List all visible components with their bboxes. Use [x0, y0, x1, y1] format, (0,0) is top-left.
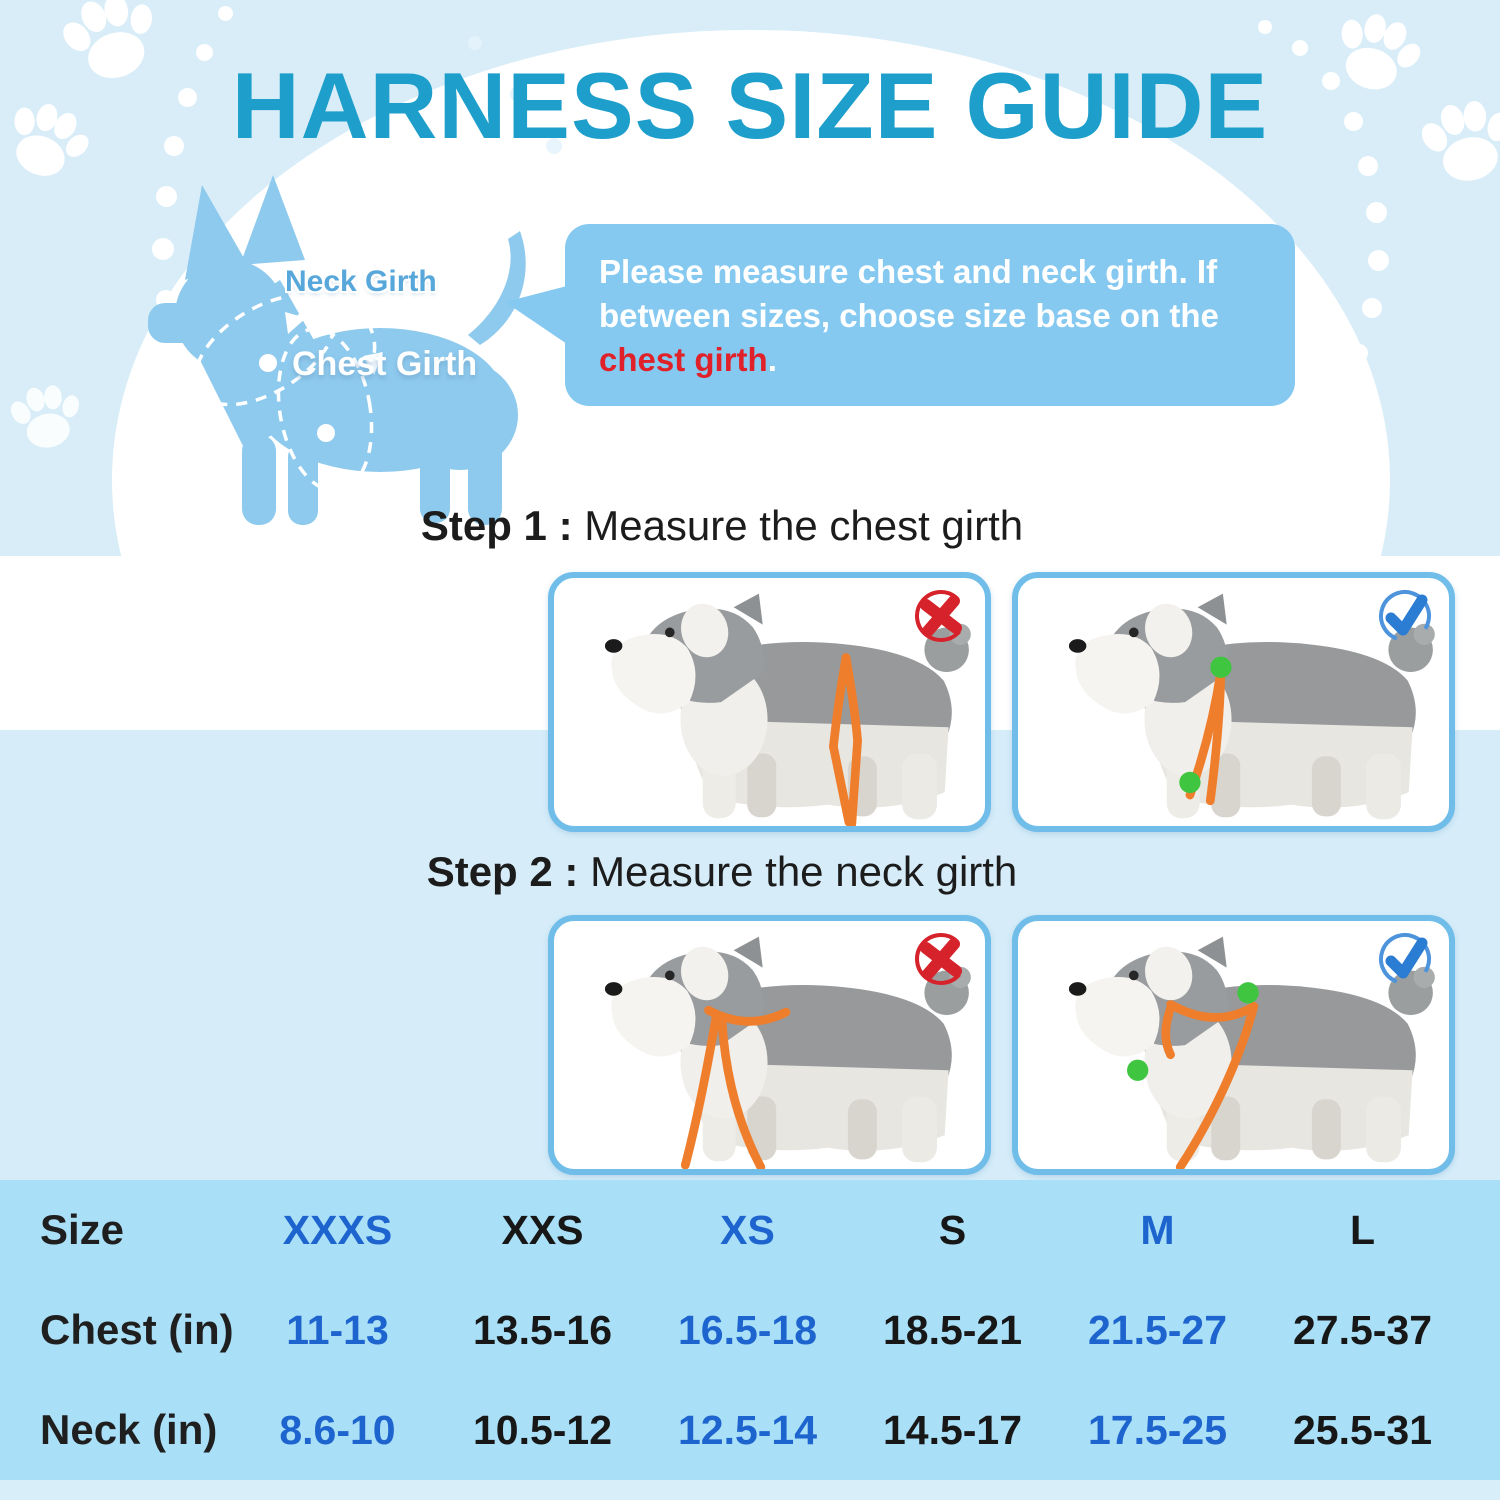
paw-dot: [468, 36, 482, 50]
dog-silhouette-icon: [148, 175, 526, 525]
photo-card-step2-wrong: [548, 915, 991, 1175]
step2-heading: Step 2 : Measure the neck girth: [0, 848, 1472, 896]
neck-girth-label: Neck Girth: [285, 265, 437, 298]
paw-dot: [1336, 388, 1352, 404]
measuring-tape: [1161, 1000, 1259, 1169]
paw-dot: [166, 340, 184, 358]
chest-value: 27.5-37: [1292, 1306, 1433, 1353]
bubble-tail: [505, 286, 567, 344]
dog-photo-correct-chest: [1018, 584, 1449, 826]
dog-photo-wrong-neck: [554, 927, 985, 1169]
chest-value: 21.5-27: [1087, 1306, 1228, 1353]
chest-row-label: Chest (in): [40, 1306, 234, 1353]
bubble-highlight: chest girth: [599, 340, 768, 378]
chest-value: 13.5-16: [472, 1306, 613, 1353]
paw-dot: [156, 186, 177, 207]
paw-dot: [1350, 344, 1368, 362]
size-col-xxxs: XXXS: [282, 1206, 393, 1253]
measuring-tape: [680, 1005, 791, 1169]
photo-card-step1-correct: [1012, 572, 1455, 832]
paw-dot: [1344, 112, 1363, 131]
dog-photo-correct-neck: [1018, 927, 1449, 1169]
check-mark-icon: [1377, 931, 1433, 987]
measure-note-bubble: Please measure chest and neck girth. If …: [505, 224, 1295, 406]
chest-girth-label: Chest Girth: [292, 345, 478, 383]
paw-dot: [152, 238, 174, 260]
size-table: Size XXXS XXS XS S M L Chest (in) 11-13 …: [0, 1180, 1500, 1480]
size-col-l: L: [1349, 1206, 1376, 1253]
measure-point-marker: [1237, 982, 1259, 1004]
paw-dot: [510, 86, 526, 102]
neck-value: 14.5-17: [882, 1406, 1023, 1453]
step1-title: Measure the chest girth: [572, 502, 1024, 549]
neck-value: 8.6-10: [279, 1406, 396, 1453]
paw-dot: [1366, 202, 1387, 223]
neck-value: 17.5-25: [1087, 1406, 1228, 1453]
step1-heading: Step 1 : Measure the chest girth: [0, 502, 1472, 550]
photo-card-step1-wrong: [548, 572, 991, 832]
bubble-text: Please measure chest and neck girth. If …: [599, 253, 1219, 334]
measure-point-marker: [1210, 656, 1232, 678]
step2-label: Step 2 :: [426, 848, 579, 895]
x-mark-icon: [913, 588, 969, 644]
measuring-tape: [829, 653, 862, 826]
paw-dot: [546, 138, 562, 154]
size-col-s: S: [938, 1206, 967, 1253]
check-mark-icon: [1377, 588, 1433, 644]
paw-dot: [1292, 40, 1308, 56]
measure-point-marker: [1127, 1059, 1149, 1081]
photo-card-step2-correct: [1012, 915, 1455, 1175]
chest-value: 11-13: [286, 1306, 389, 1353]
dog-measurement-diagram: Neck Girth Chest Girth: [130, 165, 530, 525]
paw-dot: [1368, 250, 1389, 271]
bubble-text-end: .: [767, 340, 777, 378]
step1-label: Step 1 :: [420, 502, 573, 549]
page-title: HARNESS SIZE GUIDE: [231, 53, 1269, 158]
paw-dot: [1358, 156, 1378, 176]
paw-print-icon: [0, 372, 92, 465]
paw-dot: [196, 44, 213, 61]
neck-value: 10.5-12: [472, 1406, 613, 1453]
paw-dot: [1362, 298, 1382, 318]
neck-row-label: Neck (in): [40, 1406, 218, 1453]
hero-section: HARNESS SIZE GUIDE: [0, 0, 1500, 730]
bottom-strip: [0, 1480, 1500, 1500]
paw-dot: [178, 88, 197, 107]
paw-dot: [1258, 20, 1272, 34]
chest-value: 16.5-18: [677, 1306, 818, 1353]
neck-value: 12.5-14: [677, 1406, 818, 1453]
measure-point-marker: [1179, 771, 1201, 794]
chest-value: 18.5-21: [882, 1306, 1023, 1353]
paw-dot: [164, 136, 184, 156]
size-col-m: M: [1140, 1206, 1175, 1253]
paw-dot: [1322, 72, 1340, 90]
size-col-xxs: XXS: [501, 1206, 584, 1253]
neck-value: 25.5-31: [1292, 1406, 1433, 1453]
size-row-label: Size: [40, 1206, 125, 1253]
dog-photo-wrong-chest: [554, 584, 985, 826]
size-col-xs: XS: [720, 1206, 775, 1253]
x-mark-icon: [913, 931, 969, 987]
step2-title: Measure the neck girth: [578, 848, 1018, 895]
paw-dot: [218, 6, 233, 21]
